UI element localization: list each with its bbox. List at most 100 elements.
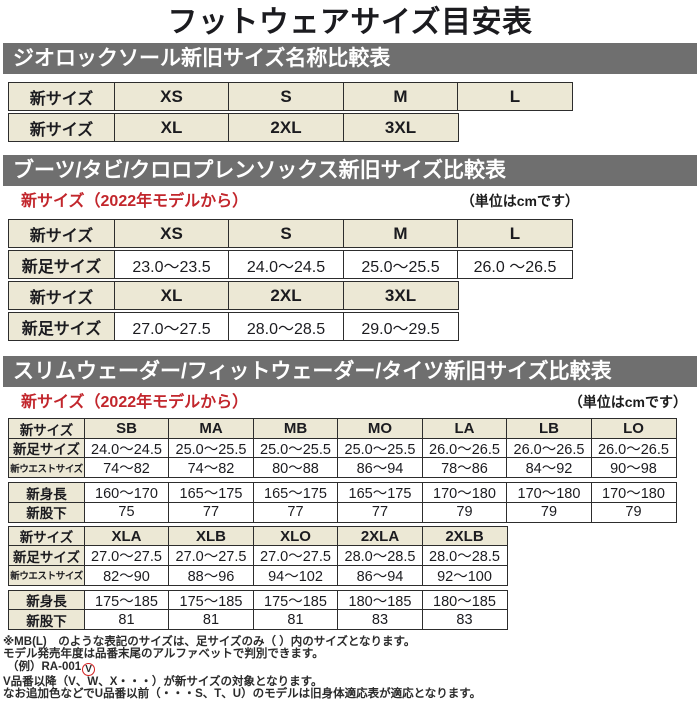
size-value-cell: 25.0～25.5 bbox=[342, 250, 459, 279]
size-value-cell: 175～185 bbox=[168, 589, 254, 611]
size-value-cell: 90～98 bbox=[590, 457, 677, 478]
size-value-cell: 28.0～28.5 bbox=[421, 545, 508, 566]
table-row: 新サイズ XS S M L bbox=[8, 219, 700, 248]
unit-cm-label: （単位はcmです） bbox=[460, 193, 579, 209]
row-label-cell: 新サイズ bbox=[8, 525, 85, 547]
wader-size-table-regular: 新サイズ SB MA MB MO LA LB LO 新足サイズ 24.0～24.5 25.0～25.… bbox=[8, 418, 700, 523]
size-name-cell: XS bbox=[113, 219, 230, 248]
circled-v-mark: V bbox=[82, 662, 96, 676]
row-label-cell: 新サイズ bbox=[8, 219, 115, 248]
size-value-cell: 29.0～29.5 bbox=[342, 312, 459, 341]
row-label-cell: 新身長 bbox=[8, 482, 85, 503]
row-label-cell: 新ウエストサイズ bbox=[8, 564, 85, 586]
size-value-cell: 80～88 bbox=[252, 457, 339, 478]
size-value-cell: 25.0～25.5 bbox=[337, 437, 423, 459]
size-value-cell: 170～180 bbox=[590, 482, 677, 503]
size-value-cell: 78～86 bbox=[421, 457, 508, 478]
footnote-example-text: （例）RA-001 bbox=[7, 660, 82, 673]
size-value-cell: 81 bbox=[83, 609, 170, 630]
size-value-cell: 82～90 bbox=[83, 564, 170, 586]
size-name-cell: MB bbox=[252, 418, 339, 439]
row-label-cell: 新足サイズ bbox=[8, 545, 85, 566]
row-label-cell: 新サイズ bbox=[8, 113, 115, 142]
footnotes: ※MB(L) のような表記のサイズは、足サイズのみ（ ）内のサイズとなります。 … bbox=[3, 636, 700, 700]
row-label-cell: 新サイズ bbox=[8, 281, 115, 310]
row-label-cell: 新股下 bbox=[8, 501, 85, 523]
size-value-cell: 79 bbox=[506, 501, 592, 523]
section-header-boots-tabi-socks: ブーツ/タビ/クロロプレンソックス新旧サイズ比較表 bbox=[3, 155, 697, 186]
size-value-cell: 175～185 bbox=[83, 589, 170, 611]
boots-tabi-socks-size-table: 新サイズ XS S M L 新足サイズ 23.0～23.5 24.0～24.5 25.0～25.… bbox=[8, 219, 700, 341]
size-name-cell: 2XLB bbox=[421, 525, 508, 547]
size-value-cell: 25.0～25.5 bbox=[252, 437, 339, 459]
table-row: 新サイズ XL 2XL 3XL bbox=[8, 281, 700, 310]
table-row: 新股下 81 81 81 83 83 bbox=[8, 609, 700, 630]
size-value-cell: 27.0～27.5 bbox=[168, 545, 254, 566]
table-row: 新ウエストサイズ 82～90 88～96 94～102 86～94 92～100 bbox=[8, 564, 700, 586]
table-row: 新足サイズ 27.0～27.5 28.0～28.5 29.0～29.5 bbox=[8, 312, 700, 341]
size-value-cell: 175～185 bbox=[252, 589, 339, 611]
footnote-v-products: V品番以降（V、W、X・・・）が新サイズの対象となります。 bbox=[3, 675, 323, 688]
size-value-cell: 160～170 bbox=[83, 482, 170, 503]
size-value-cell: 28.0～28.5 bbox=[337, 545, 423, 566]
size-name-cell: XL bbox=[113, 113, 230, 142]
size-name-cell: 2XL bbox=[228, 281, 344, 310]
footnote-size-notation: ※MB(L) のような表記のサイズは、足サイズのみ（ ）内のサイズとなります。 bbox=[3, 636, 416, 648]
size-name-cell: MO bbox=[337, 418, 423, 439]
size-value-cell: 86～94 bbox=[337, 564, 423, 586]
geolock-sole-size-table: 新サイズ XS S M L 新サイズ XL 2XL 3XL bbox=[8, 82, 700, 142]
size-value-cell: 88～96 bbox=[168, 564, 254, 586]
size-name-cell: LA bbox=[421, 418, 508, 439]
size-value-cell: 83 bbox=[421, 609, 508, 630]
row-label-cell: 新股下 bbox=[8, 609, 85, 630]
size-name-cell: 2XL bbox=[228, 113, 344, 142]
size-value-cell: 75 bbox=[83, 501, 170, 523]
row-label-cell: 新足サイズ bbox=[8, 437, 85, 459]
wader-size-table-xl: 新サイズ XLA XLB XLO 2XLA 2XLB 新足サイズ 27.0～27.5 27.0～… bbox=[8, 525, 700, 630]
section-header-geolock-sole: ジオロックソール新旧サイズ名称比較表 bbox=[3, 43, 697, 74]
size-value-cell: 26.0 ～26.5 bbox=[457, 250, 573, 279]
size-value-cell: 24.0～24.5 bbox=[83, 437, 170, 459]
table-row: 新足サイズ 24.0～24.5 25.0～25.5 25.0～25.5 25.0～25.… bbox=[8, 437, 700, 459]
size-name-cell: XLB bbox=[168, 525, 254, 547]
size-value-cell: 26.0～26.5 bbox=[506, 437, 592, 459]
size-value-cell: 170～180 bbox=[506, 482, 592, 503]
size-value-cell: 86～94 bbox=[337, 457, 423, 478]
table-row: 新身長 175～185 175～185 175～185 180～185 180～185 bbox=[8, 589, 700, 611]
size-name-cell: S bbox=[228, 82, 344, 111]
section-header-wader-tights: スリムウェーダー/フィットウェーダー/タイツ新旧サイズ比較表 bbox=[3, 356, 697, 387]
size-value-cell: 170～180 bbox=[421, 482, 508, 503]
size-value-cell: 94～102 bbox=[252, 564, 339, 586]
size-value-cell: 27.0～27.5 bbox=[83, 545, 170, 566]
row-label-cell: 新身長 bbox=[8, 589, 85, 611]
size-value-cell: 165～175 bbox=[337, 482, 423, 503]
size-name-cell: LO bbox=[590, 418, 677, 439]
size-value-cell: 84～92 bbox=[506, 457, 592, 478]
size-value-cell: 79 bbox=[590, 501, 677, 523]
size-name-cell: S bbox=[228, 219, 344, 248]
size-value-cell: 180～185 bbox=[337, 589, 423, 611]
size-value-cell: 165～175 bbox=[168, 482, 254, 503]
size-name-cell: XS bbox=[113, 82, 230, 111]
size-value-cell: 27.0～27.5 bbox=[252, 545, 339, 566]
size-value-cell: 25.0～25.5 bbox=[168, 437, 254, 459]
size-value-cell: 23.0～23.5 bbox=[113, 250, 230, 279]
size-name-cell: L bbox=[457, 82, 573, 111]
table-row: 新身長 160～170 165～175 165～175 165～175 170～180 17… bbox=[8, 482, 700, 503]
unit-cm-label: （単位はcmです） bbox=[568, 394, 687, 410]
size-value-cell: 74～82 bbox=[83, 457, 170, 478]
size-value-cell: 83 bbox=[337, 609, 423, 630]
size-name-cell: SB bbox=[83, 418, 170, 439]
wader-table-subtitle-row: 新サイズ（2022年モデルから） （単位はcmです） bbox=[8, 392, 687, 412]
table-row: 新サイズ XLA XLB XLO 2XLA 2XLB bbox=[8, 525, 700, 547]
size-value-cell: 81 bbox=[252, 609, 339, 630]
table-row: 新股下 75 77 77 77 79 79 79 bbox=[8, 501, 700, 523]
size-name-cell: MA bbox=[168, 418, 254, 439]
size-value-cell: 27.0～27.5 bbox=[113, 312, 230, 341]
size-value-cell: 92～100 bbox=[421, 564, 508, 586]
table-row: 新サイズ XS S M L bbox=[8, 82, 700, 111]
table-row: 新足サイズ 27.0～27.5 27.0～27.5 27.0～27.5 28.0～28.… bbox=[8, 545, 700, 566]
new-size-2022-label: 新サイズ（2022年モデルから） bbox=[21, 394, 249, 411]
size-name-cell: XLO bbox=[252, 525, 339, 547]
size-value-cell: 26.0～26.5 bbox=[421, 437, 508, 459]
